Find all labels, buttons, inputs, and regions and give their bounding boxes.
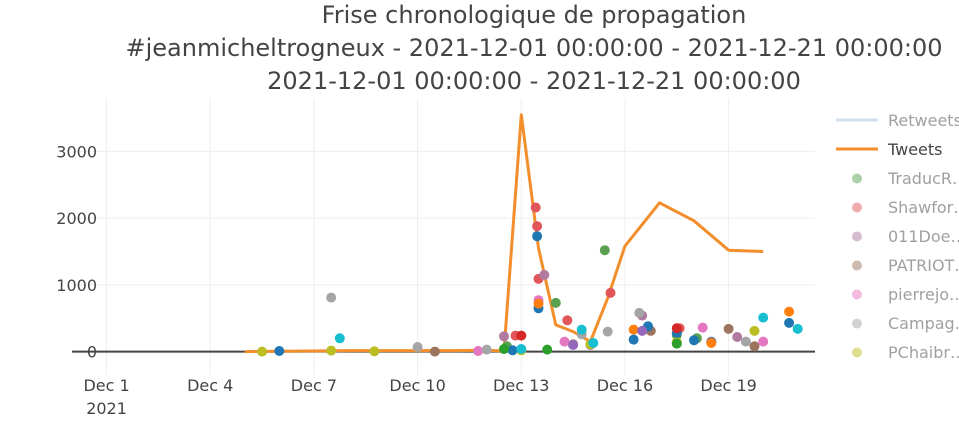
scatter-point[interactable] (334, 333, 345, 344)
legend-swatch (852, 289, 862, 300)
scatter-point[interactable] (412, 342, 423, 352)
legend-item-label[interactable]: Shawfor… (888, 198, 959, 217)
legend-item-label[interactable]: pierrejo… (888, 285, 959, 304)
scatter-point[interactable] (671, 338, 682, 349)
chart-title: Frise chronologique de propagation #jean… (125, 1, 942, 95)
scatter-point[interactable] (758, 336, 769, 347)
scatter-point[interactable] (533, 298, 544, 309)
scatter-point[interactable] (634, 307, 645, 318)
legend-swatch (852, 202, 862, 213)
legend-swatch (852, 231, 862, 242)
scatter-point[interactable] (732, 332, 743, 342)
chart-title-line-1: Frise chronologique de propagation (322, 1, 747, 29)
scatter-point[interactable] (568, 340, 579, 350)
scatter-point[interactable] (784, 317, 795, 328)
scatter-point[interactable] (539, 269, 550, 280)
legend-item-label[interactable]: PChaibr… (888, 343, 959, 362)
x-tick-label: Dec 19 (700, 376, 756, 395)
scatter-point[interactable] (516, 330, 527, 341)
x-tick-label: Dec 4 (187, 376, 233, 395)
scatter-point[interactable] (637, 325, 648, 336)
scatter-point[interactable] (516, 344, 527, 354)
scatter-point[interactable] (706, 338, 717, 348)
scatter-point[interactable] (429, 346, 440, 357)
legend[interactable]: Retweets Tweets TraducR… Shawfor… 011Doe… PAT… (836, 111, 959, 362)
scatter-point[interactable] (532, 231, 543, 242)
legend-item-label[interactable]: Tweets (887, 140, 943, 159)
scatter-point[interactable] (274, 346, 285, 356)
legend-swatch (852, 260, 862, 271)
scatter-point[interactable] (588, 338, 599, 348)
axes: Dec 1 2021 Dec 4 Dec 7 Dec 10 Dec 13 Dec 16 Dec… (56, 142, 757, 418)
y-tick-label: 2000 (56, 209, 97, 228)
grid (72, 98, 815, 375)
chart-title-line-3: 2021-12-01 00:00:00 - 2021-12-21 00:00:0… (267, 67, 801, 95)
scatter-point[interactable] (369, 346, 380, 357)
y-tick-label: 1000 (56, 276, 97, 295)
tweets-line[interactable] (244, 113, 764, 354)
scatter-point[interactable] (749, 325, 760, 336)
scatter-point[interactable] (740, 336, 751, 347)
scatter-point[interactable] (723, 323, 734, 334)
x-tick-label: Dec 13 (493, 376, 549, 395)
scatter-point[interactable] (628, 334, 639, 345)
y-tick-label: 3000 (56, 142, 97, 161)
scatter-point[interactable] (784, 306, 795, 317)
scatter-point[interactable] (749, 341, 760, 352)
legend-item-label[interactable]: Campag… (888, 314, 959, 333)
y-tick-label: 0 (87, 343, 97, 362)
legend-swatch (852, 347, 862, 358)
scatter-point[interactable] (530, 202, 541, 213)
scatter-point[interactable] (562, 315, 573, 326)
scatter-point[interactable] (473, 346, 484, 356)
scatter-point[interactable] (792, 323, 803, 334)
x-tick-label: Dec 16 (597, 376, 653, 395)
scatter-point[interactable] (481, 344, 492, 355)
legend-item-label[interactable]: PATRIOT… (888, 256, 959, 275)
scatter-point[interactable] (542, 344, 553, 355)
legend-swatch (852, 318, 862, 329)
scatter-point[interactable] (576, 324, 587, 335)
plot-area[interactable] (244, 113, 803, 357)
scatter-point[interactable] (257, 346, 268, 357)
x-tick-label: Dec 10 (389, 376, 445, 395)
scatter-point[interactable] (605, 287, 616, 298)
scatter-point[interactable] (689, 335, 699, 346)
scatter-point[interactable] (499, 331, 509, 342)
chart-title-line-2: #jeanmicheltrogneux - 2021-12-01 00:00:0… (125, 34, 942, 62)
legend-item-label[interactable]: TraducR… (887, 169, 959, 188)
scatter-point[interactable] (326, 345, 337, 356)
scatter-point[interactable] (550, 297, 561, 308)
x-tick-label: Dec 7 (291, 376, 337, 395)
scatter-point[interactable] (559, 336, 570, 347)
scatter-point[interactable] (758, 312, 769, 323)
scatter-point[interactable] (697, 322, 708, 333)
x-tick-sublabel: 2021 (86, 399, 127, 418)
scatter-point[interactable] (628, 324, 639, 335)
scatter-point[interactable] (599, 245, 610, 256)
scatter-point[interactable] (532, 221, 543, 232)
scatter-point[interactable] (507, 345, 518, 356)
legend-item-label[interactable]: Retweets (888, 111, 959, 130)
scatter-point[interactable] (671, 323, 682, 334)
scatter-point[interactable] (602, 326, 613, 337)
scatter-point[interactable] (326, 292, 337, 303)
x-tick-label: Dec 1 (83, 376, 129, 395)
scatter-point[interactable] (499, 344, 509, 354)
legend-swatch (852, 173, 862, 184)
legend-item-label[interactable]: 011Doe… (888, 227, 959, 246)
